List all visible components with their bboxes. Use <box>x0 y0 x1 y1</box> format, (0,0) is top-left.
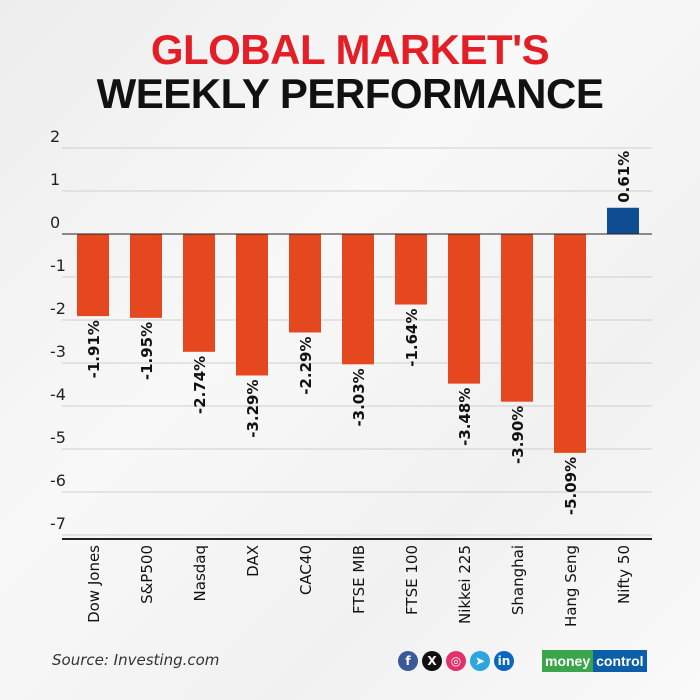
data-label: -5.09% <box>562 457 580 515</box>
data-label: -1.91% <box>85 320 103 378</box>
x-tick-label: FTSE MIB <box>350 545 368 614</box>
data-label: -1.95% <box>138 322 156 380</box>
data-label: -2.29% <box>297 336 315 394</box>
bar-nasdaq <box>183 234 215 352</box>
source-note: Source: Investing.com <box>52 651 220 669</box>
y-tick-label: -7 <box>50 514 66 533</box>
logo-part-money: money <box>542 650 594 672</box>
y-tick-label: 1 <box>50 170 60 189</box>
bar-ftse-100 <box>395 234 427 305</box>
y-tick-label: -4 <box>50 385 66 404</box>
facebook-icon[interactable]: f <box>398 651 418 671</box>
x-tick-label: S&P500 <box>138 545 156 604</box>
bar-hang-seng <box>554 234 586 453</box>
data-label: -2.74% <box>191 356 209 414</box>
bar-dow-jones <box>77 234 109 317</box>
instagram-icon[interactable]: ◎ <box>446 651 466 671</box>
bar-dax <box>236 234 268 376</box>
y-tick-label: -2 <box>50 299 66 318</box>
x-tick-label: Nikkei 225 <box>456 545 474 624</box>
bar-nikkei-225 <box>448 234 480 384</box>
title-line-2: WEEKLY PERFORMANCE <box>96 70 604 117</box>
linkedin-icon[interactable]: in <box>494 651 514 671</box>
data-label: -3.90% <box>509 406 527 464</box>
x-tick-label: Nasdaq <box>191 545 209 601</box>
data-label: -3.29% <box>244 379 262 437</box>
y-tick-label: 0 <box>50 213 60 232</box>
x-tick-label: CAC40 <box>297 545 315 595</box>
x-tick-label: Hang Seng <box>562 545 580 627</box>
title-line-1: GLOBAL MARKET'S <box>150 26 550 73</box>
data-label: -1.64% <box>403 309 421 367</box>
bar-shanghai <box>501 234 533 402</box>
y-tick-label: -1 <box>50 256 66 275</box>
y-tick-label: 2 <box>50 127 60 146</box>
bar-s-p500 <box>130 234 162 318</box>
telegram-icon[interactable]: ➤ <box>470 651 490 671</box>
x-tick-label: DAX <box>244 545 262 577</box>
x-tick-label: Nifty 50 <box>615 545 633 604</box>
x-tick-label: FTSE 100 <box>403 545 421 615</box>
data-label: -3.03% <box>350 368 368 426</box>
y-tick-label: -3 <box>50 342 66 361</box>
logo-part-control: control <box>593 650 647 672</box>
moneycontrol-logo: money control <box>542 650 647 672</box>
bar-cac40 <box>289 234 321 333</box>
data-label: -3.48% <box>456 388 474 446</box>
x-tick-label: Dow Jones <box>85 545 103 623</box>
y-tick-label: -6 <box>50 471 66 490</box>
bar-nifty-50 <box>607 207 639 234</box>
data-label: 0.61% <box>615 151 633 203</box>
x-icon[interactable]: X <box>422 651 442 671</box>
x-tick-label: Shanghai <box>509 545 527 615</box>
bar-ftse-mib <box>342 234 374 365</box>
y-tick-label: -5 <box>50 428 66 447</box>
